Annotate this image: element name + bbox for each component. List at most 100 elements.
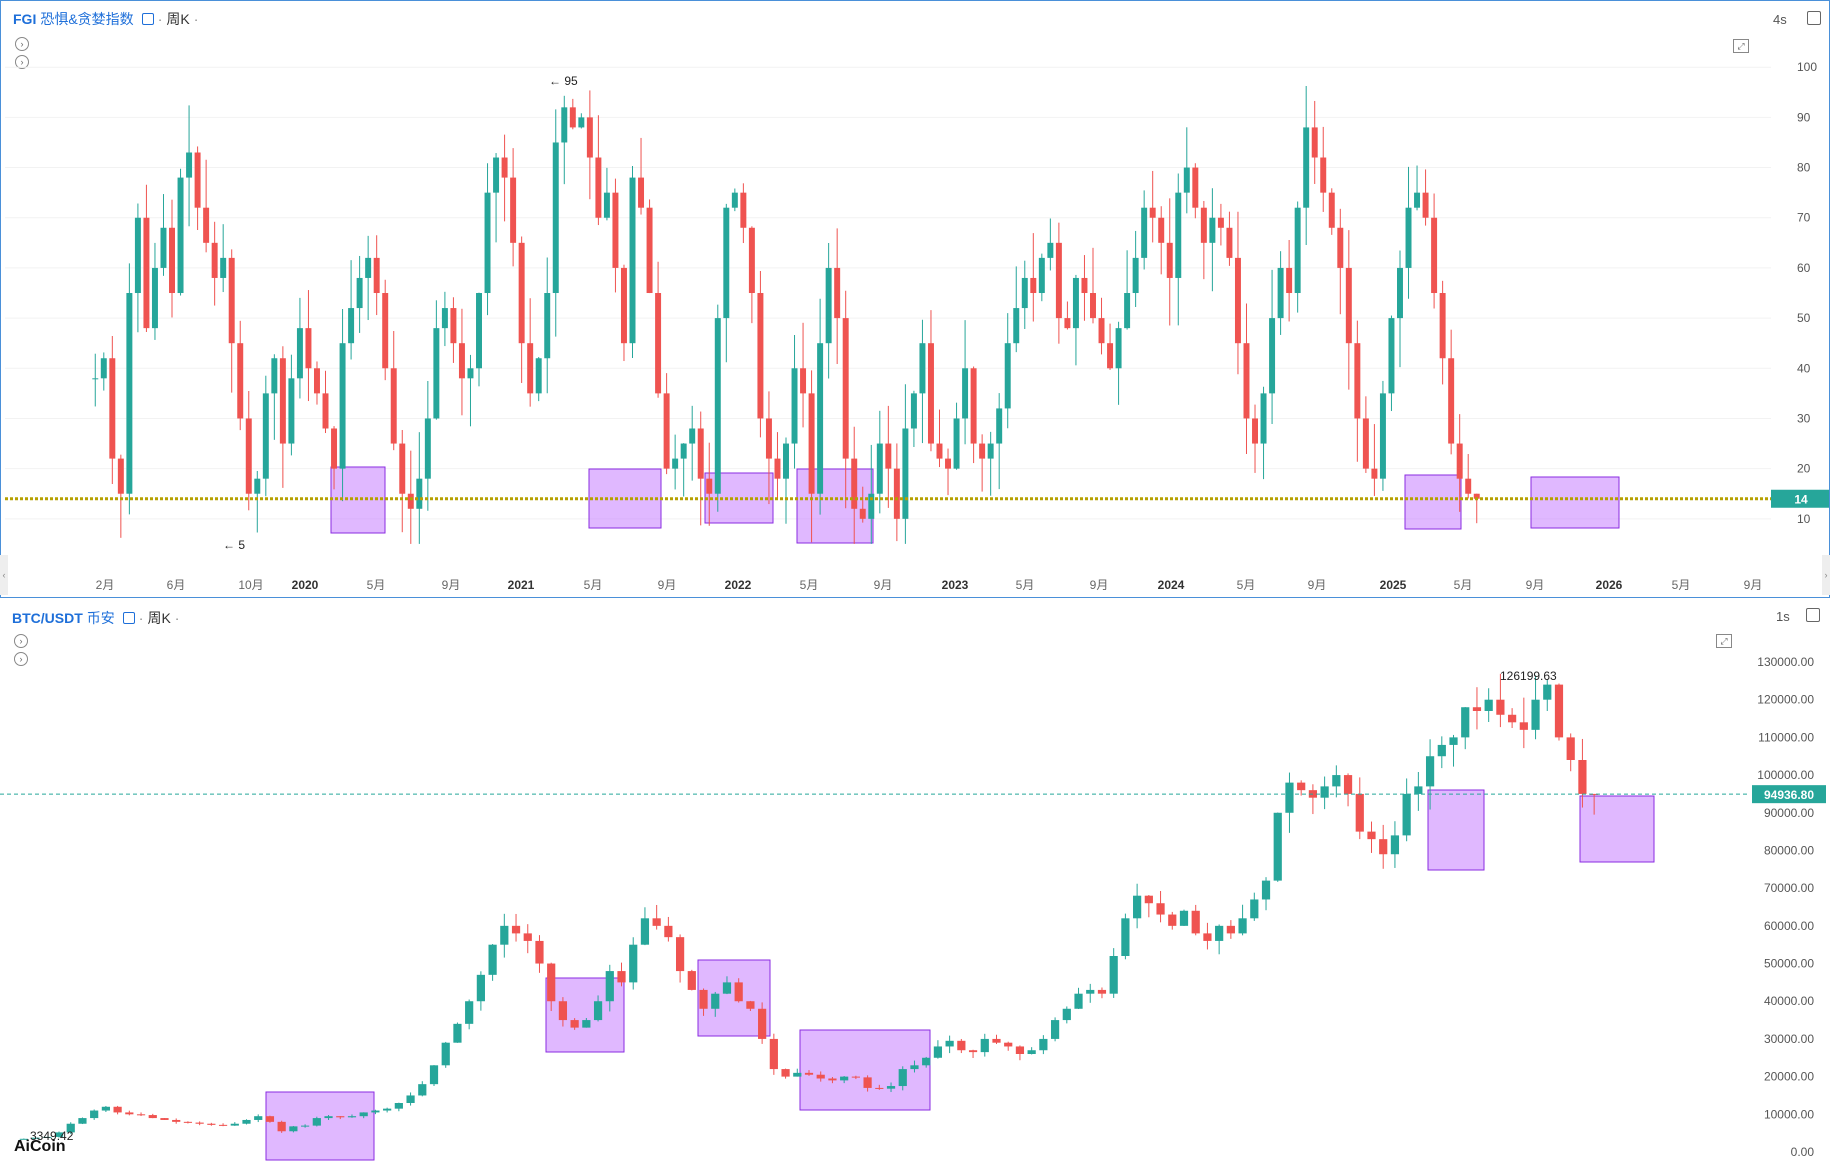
candle-body (383, 1108, 392, 1111)
y-tick-label: 100 (1797, 60, 1817, 74)
candle-body (1226, 227, 1233, 258)
candle-body (1064, 318, 1071, 329)
candle-body (1097, 989, 1107, 994)
fgi-chart-svg[interactable]: 10 20 30 40 50 60 70 80 90 100 14 ← 95 ← 5 2月 6月 10月 202… (1, 1, 1829, 597)
candle-body (220, 257, 227, 278)
candle-body (910, 1065, 919, 1070)
candle-body (1355, 793, 1364, 832)
candle-body (441, 1042, 450, 1066)
btc-chart-pane[interactable]: BTC/USDT 币安 · 周K · › › ⤢ 1s 0.00 10000.00… (0, 600, 1830, 1161)
candle-body (1354, 343, 1361, 419)
candle-body (1277, 267, 1284, 319)
x-tick-label: 9月 (1308, 578, 1327, 592)
current-value-badge (1771, 489, 1829, 508)
candle-body (697, 428, 704, 479)
candle-body (800, 368, 807, 394)
expand-indicator-icon[interactable]: › (15, 37, 29, 51)
expand-indicator-icon-2[interactable]: › (14, 652, 28, 666)
candle-body (1473, 493, 1480, 499)
y-tick-label: 40000.00 (1764, 994, 1814, 1008)
candle-body (1179, 910, 1189, 926)
candle-body (450, 308, 457, 344)
candle-body (465, 1001, 474, 1024)
btc-exchange[interactable]: 币安 (86, 610, 115, 626)
candle-body (1226, 925, 1235, 934)
x-tick-label: 2020 (292, 578, 319, 592)
expand-indicator-icon-2[interactable]: › (15, 55, 29, 69)
candle-body (237, 343, 244, 419)
candle-body (523, 933, 532, 941)
candle-body (957, 1040, 966, 1051)
candle-body (919, 343, 926, 394)
candle-body (758, 1008, 767, 1039)
candle-body (1260, 393, 1267, 444)
scroll-left-icon[interactable]: ‹ (0, 555, 8, 595)
y-tick-label: 70000.00 (1764, 881, 1814, 895)
candle-body (1021, 277, 1028, 309)
candle-body (1200, 207, 1207, 243)
candle-body (996, 408, 1003, 444)
candle-body (652, 918, 661, 926)
y-tick-label: 90 (1797, 110, 1811, 124)
candle-body (160, 1118, 169, 1120)
candle-body (1543, 684, 1552, 700)
candle-body (1081, 277, 1088, 294)
candle-body (117, 458, 124, 494)
candle-body (416, 478, 423, 509)
candle-body (1072, 277, 1079, 329)
candle-body (1047, 242, 1054, 258)
candle-body (1345, 267, 1352, 344)
candle-body (558, 1001, 568, 1021)
fgi-symbol[interactable]: FGI (13, 11, 37, 27)
y-tick-label: 90000.00 (1764, 806, 1814, 820)
candle-body (424, 418, 431, 479)
fgi-chart-pane[interactable]: FGI 恐惧&贪婪指数 · 周K · › › ⤢ 4s 10 20 30 40 50 60… (0, 0, 1830, 598)
candle-body (552, 142, 559, 294)
candle-body (1367, 831, 1376, 840)
y-tick-label: 10 (1797, 512, 1811, 526)
btc-symbol[interactable]: BTC/USDT (12, 610, 83, 626)
candle-body (186, 152, 193, 178)
candle-body (1234, 257, 1241, 344)
candle-body (78, 1118, 87, 1124)
candle-body (547, 963, 556, 1002)
fgi-name[interactable]: 恐惧&贪婪指数 (40, 11, 134, 27)
btc-chart-svg[interactable]: 0.00 10000.00 20000.00 30000.00 40000.00 5000… (0, 600, 1830, 1161)
candle-body (902, 428, 909, 519)
candle-body (655, 293, 662, 394)
candle-body (980, 1038, 989, 1053)
candle-body (313, 368, 320, 394)
fullscreen-icon[interactable]: ⤢ (1716, 634, 1732, 648)
candle-body (148, 1115, 157, 1119)
edit-icon[interactable] (141, 13, 154, 25)
candle-body (143, 217, 150, 329)
edit-icon[interactable] (122, 612, 135, 624)
window-icon[interactable] (1807, 11, 1821, 25)
candle-body (1004, 343, 1011, 409)
candle-body (740, 192, 747, 228)
candle-body (893, 468, 900, 519)
scroll-right-icon[interactable]: › (1822, 555, 1830, 595)
candle-body (706, 478, 713, 494)
highlight-box (697, 959, 771, 1037)
interval-separator: · (157, 11, 163, 27)
candle-body (962, 368, 969, 419)
expand-indicator-icon[interactable]: › (14, 634, 28, 648)
candle-body (746, 1001, 755, 1009)
aicoin-logo: AiCoin (14, 1138, 66, 1155)
x-tick-label: 2026 (1596, 578, 1623, 592)
x-tick-label: 2021 (508, 578, 535, 592)
candle-body (1175, 192, 1182, 278)
candle-body (646, 207, 653, 294)
candle-body (348, 308, 355, 344)
window-icon[interactable] (1806, 608, 1820, 622)
candle-body (640, 918, 650, 945)
btc-interval[interactable]: 周K (147, 610, 171, 626)
fullscreen-icon[interactable]: ⤢ (1733, 39, 1749, 53)
candle-body (783, 443, 789, 479)
candle-body (840, 1076, 849, 1081)
candle-body (687, 971, 696, 990)
fgi-interval[interactable]: 周K (166, 11, 190, 27)
x-tick-label: 2025 (1380, 578, 1407, 592)
candle-body (228, 257, 235, 344)
